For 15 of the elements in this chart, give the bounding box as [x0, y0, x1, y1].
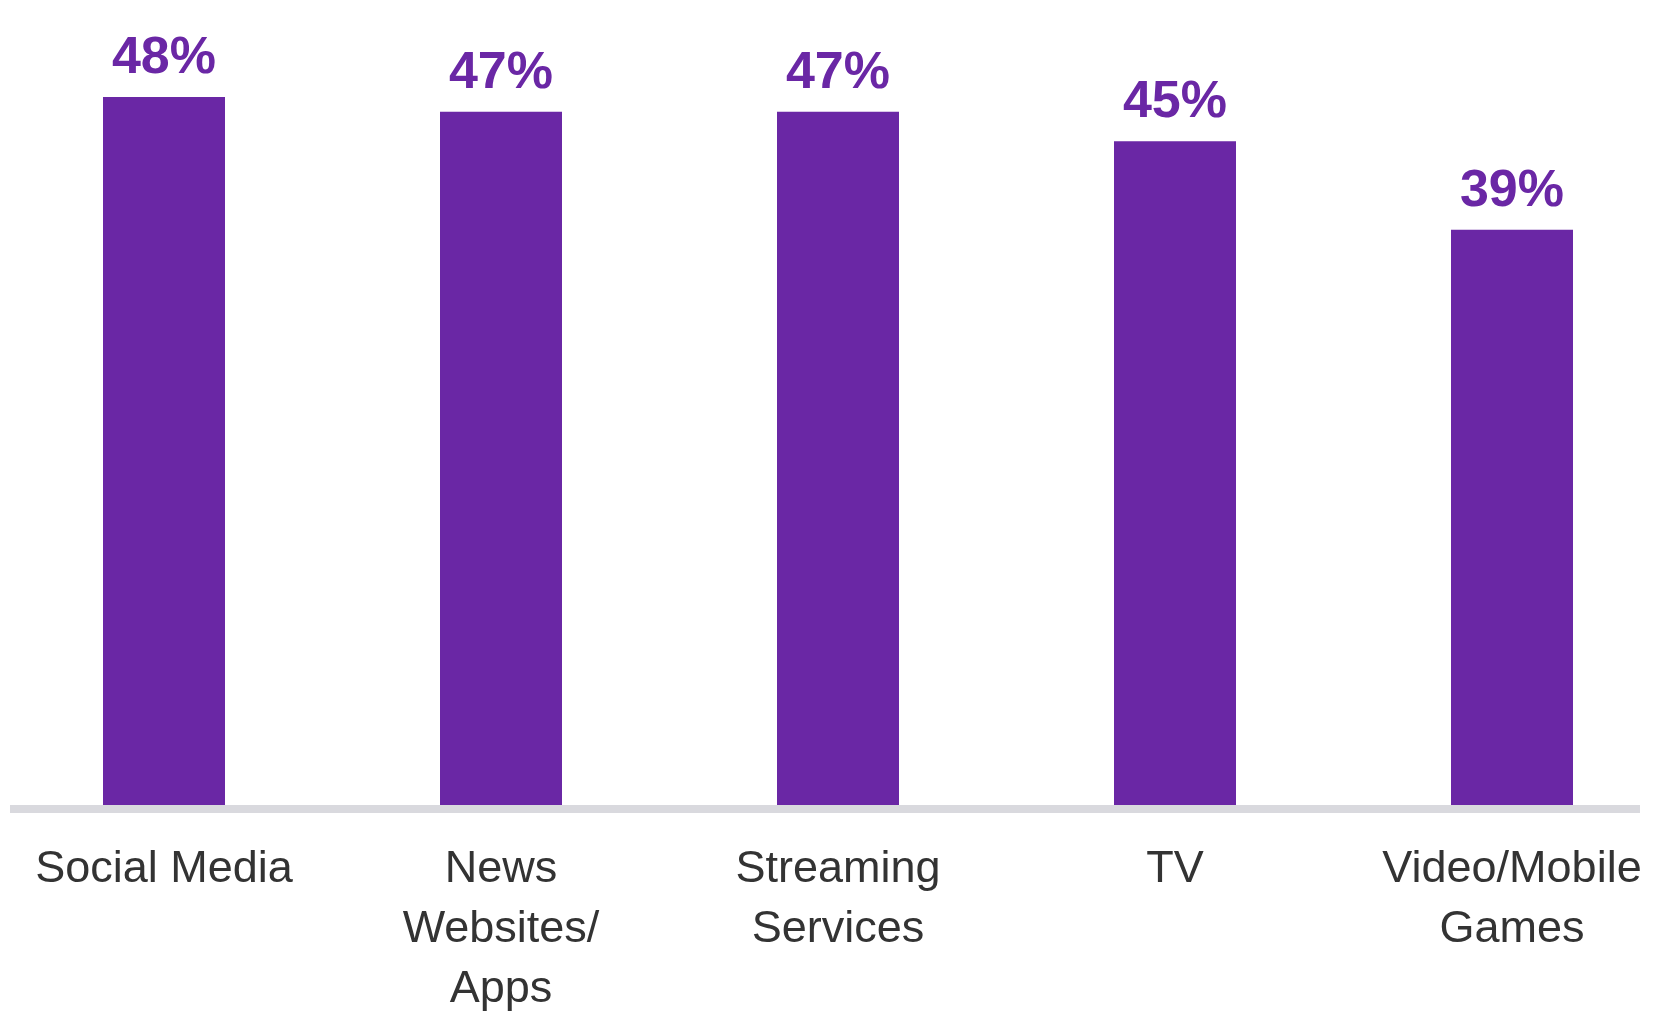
bar: [1114, 141, 1236, 805]
x-tick-label: TV: [1146, 841, 1204, 892]
x-tick-label: News Websites/ Apps: [402, 841, 600, 1012]
bar: [777, 111, 899, 805]
x-tick-label: Video/Mobile Games: [1382, 841, 1642, 952]
data-label: 48%: [111, 26, 217, 84]
bar: [440, 111, 562, 805]
x-tick-label: Social Media: [35, 841, 294, 892]
bar: [1451, 229, 1573, 805]
data-label: 47%: [785, 40, 891, 99]
x-tick-label: Streaming Services: [735, 841, 941, 952]
data-label: 45%: [1122, 70, 1228, 129]
data-label: 47%: [448, 40, 554, 99]
data-label: 39%: [1459, 158, 1565, 217]
bar: [103, 97, 225, 805]
